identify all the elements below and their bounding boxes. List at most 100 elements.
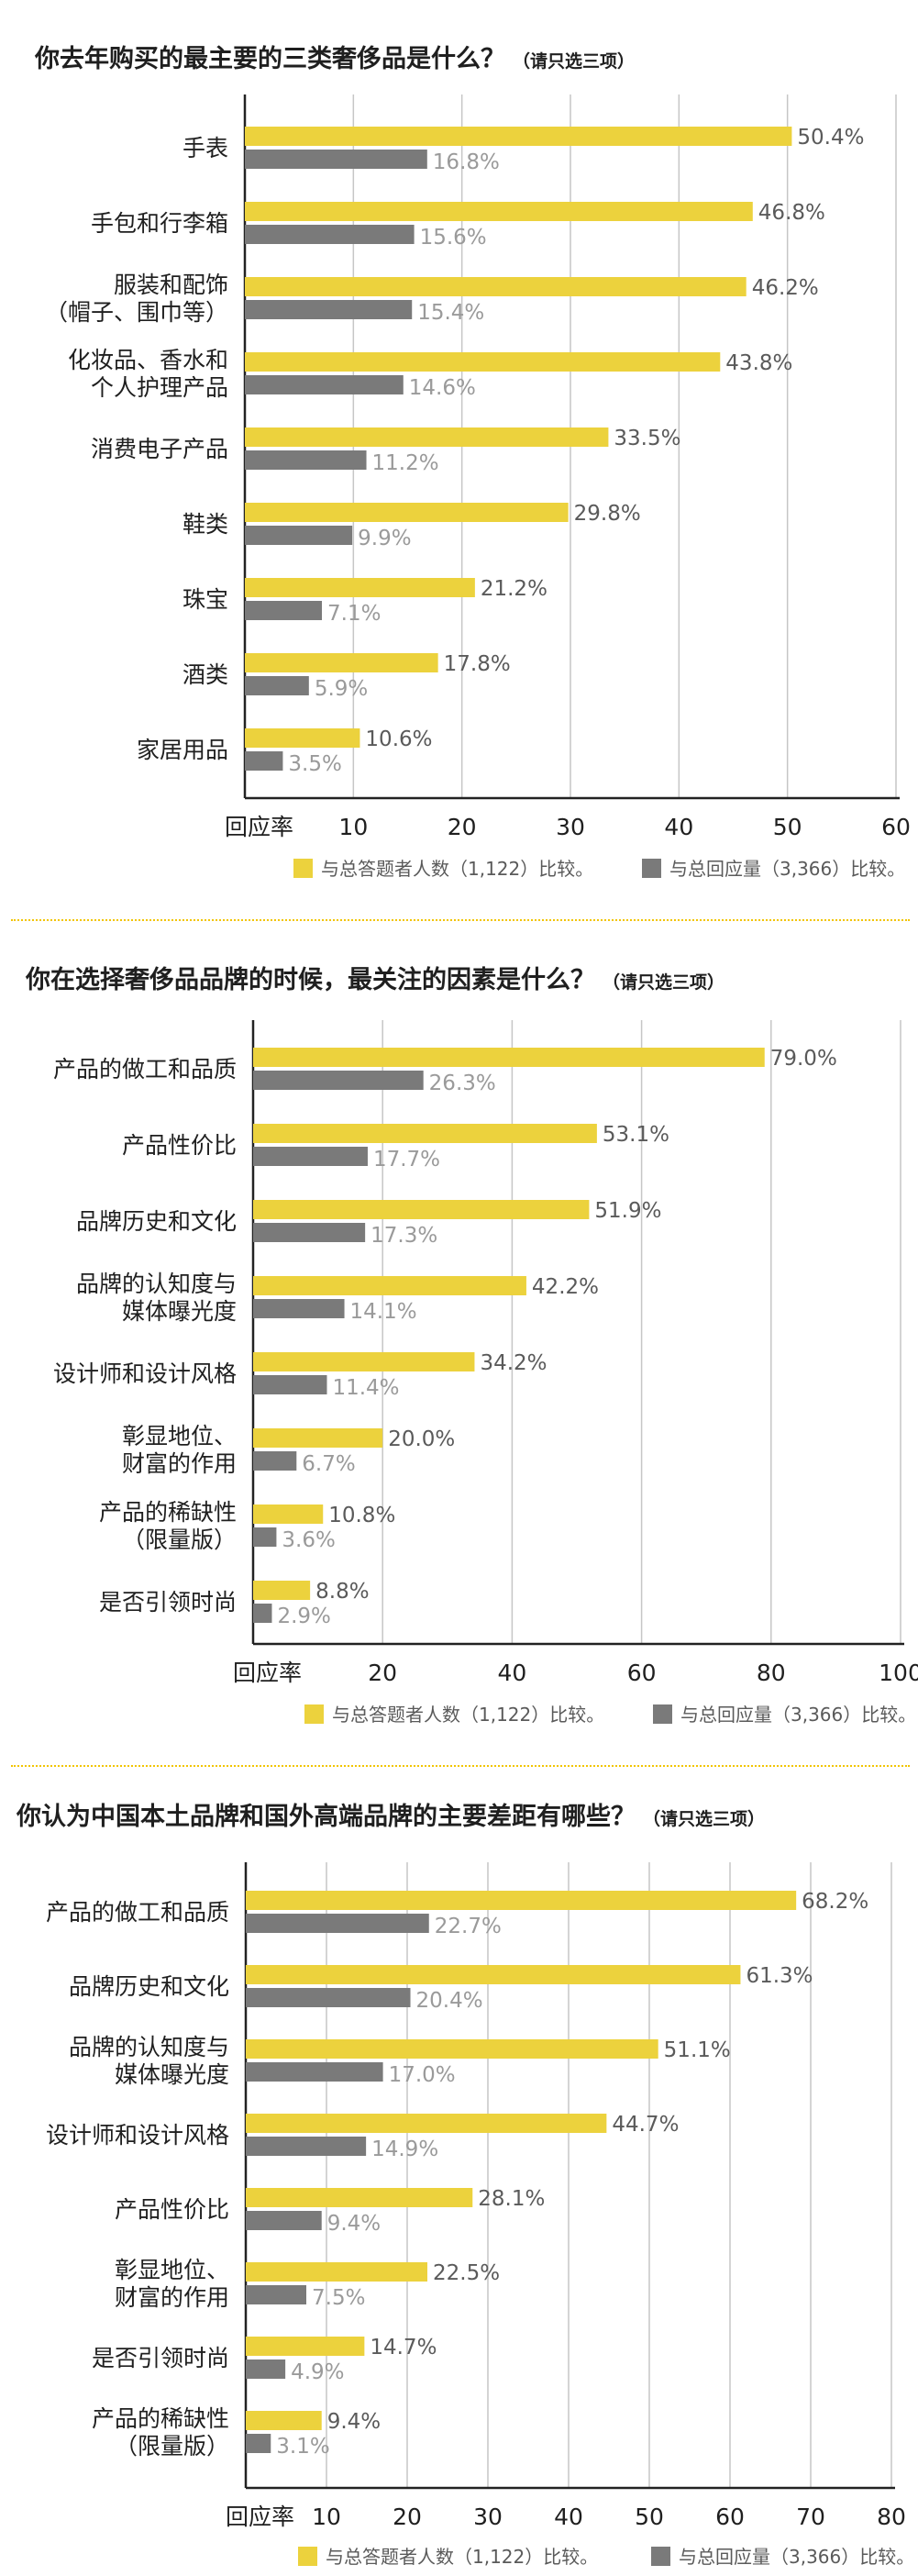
value-label-respondents: 29.8% xyxy=(574,502,641,526)
bar-responses xyxy=(253,1299,345,1318)
x-tick-label: 40 xyxy=(664,814,693,840)
bar-responses xyxy=(246,1988,411,2007)
bar-responses xyxy=(253,1604,272,1623)
category-label: 是否引领时尚 xyxy=(99,1589,237,1616)
value-label-responses: 9.4% xyxy=(327,2212,381,2236)
bar-respondents xyxy=(245,427,609,447)
legend-swatch xyxy=(653,1704,672,1724)
x-tick-label: 10 xyxy=(312,2504,341,2530)
value-label-respondents: 79.0% xyxy=(770,1047,837,1071)
bar-chart-1: 10 20 30 40 50 60 回应率 手表 50.4% 16.8% 手包和行李箱 46.8% 15… xyxy=(45,94,911,880)
bar-respondents xyxy=(253,1200,590,1219)
legend-label: 与总回应量（3,366）比较。 xyxy=(669,858,905,880)
x-tick-label: 20 xyxy=(368,1660,397,1686)
value-label-respondents: 61.3% xyxy=(746,1964,813,1988)
category-label: 个人护理产品 xyxy=(91,374,228,401)
value-label-respondents: 10.8% xyxy=(328,1504,395,1527)
bar-respondents xyxy=(245,728,360,748)
category-label: 酒类 xyxy=(182,661,228,688)
bar-respondents xyxy=(245,653,438,672)
legend-swatch xyxy=(293,859,313,878)
chart-panel-2: 你在选择奢侈品品牌的时候，最关注的因素是什么？ （请只选三项） 20 40 60 80 1… xyxy=(26,966,918,1726)
category-label: 品牌的认知度与 xyxy=(69,2034,229,2060)
value-label-responses: 17.0% xyxy=(389,2063,456,2087)
category-label: 手包和行李箱 xyxy=(91,210,228,237)
category-label: 财富的作用 xyxy=(115,2284,229,2311)
section-divider xyxy=(11,1765,910,1767)
legend-label: 与总答题者人数（1,122）比较。 xyxy=(326,2546,598,2568)
value-label-responses: 15.4% xyxy=(417,301,484,325)
value-label-responses: 9.9% xyxy=(358,527,411,550)
value-label-respondents: 51.9% xyxy=(594,1199,661,1223)
value-label-responses: 11.2% xyxy=(372,451,439,475)
chart-title-note: （请只选三项） xyxy=(603,972,725,993)
value-label-responses: 3.6% xyxy=(282,1528,335,1552)
bar-respondents xyxy=(246,2114,607,2133)
x-tick-label: 30 xyxy=(556,814,585,840)
value-label-responses: 3.1% xyxy=(276,2435,329,2459)
bar-respondents xyxy=(253,1352,475,1371)
x-tick-label: 10 xyxy=(338,814,368,840)
bar-respondents xyxy=(245,277,747,296)
bar-respondents xyxy=(246,2337,365,2356)
value-label-respondents: 68.2% xyxy=(802,1890,868,1914)
category-label: （帽子、围巾等） xyxy=(45,299,228,326)
bar-responses xyxy=(245,150,427,169)
value-label-responses: 14.1% xyxy=(350,1300,417,1324)
x-tick-label: 60 xyxy=(881,814,911,840)
value-label-responses: 17.3% xyxy=(371,1224,437,1248)
category-label: 服装和配饰 xyxy=(114,272,228,298)
value-label-responses: 4.9% xyxy=(291,2360,344,2384)
chart-panel-1: 你去年购买的最主要的三类奢侈品是什么？ （请只选三项） 10 20 30 40 50 60 回… xyxy=(0,0,918,917)
value-label-responses: 22.7% xyxy=(435,1915,502,1938)
category-label: 品牌历史和文化 xyxy=(69,1973,229,2000)
x-axis-title: 回应率 xyxy=(225,814,293,840)
value-label-responses: 15.6% xyxy=(420,226,487,250)
category-label: 产品性价比 xyxy=(122,1132,237,1159)
bar-responses xyxy=(245,225,415,244)
bar-respondents xyxy=(253,1276,526,1295)
bar-responses xyxy=(246,2211,322,2230)
value-label-responses: 6.7% xyxy=(302,1452,355,1476)
legend-swatch xyxy=(298,2547,317,2566)
value-label-respondents: 46.2% xyxy=(752,276,819,300)
bar-responses xyxy=(253,1451,297,1471)
bar-responses xyxy=(253,1071,424,1090)
x-tick-label: 80 xyxy=(757,1660,786,1686)
category-label: 品牌历史和文化 xyxy=(76,1208,237,1235)
bar-chart-2: 20 40 60 80 100 回应率 产品的做工和品质 79.0% 26.3% 产品性价比 53.… xyxy=(53,1020,918,1726)
bar-responses xyxy=(253,1223,366,1242)
bar-responses xyxy=(253,1147,368,1166)
legend-swatch xyxy=(304,1704,324,1724)
value-label-respondents: 10.6% xyxy=(365,727,432,751)
category-label: 媒体曝光度 xyxy=(115,2061,229,2088)
value-label-responses: 5.9% xyxy=(315,677,368,701)
category-label: 消费电子产品 xyxy=(91,436,228,462)
x-tick-label: 80 xyxy=(877,2504,906,2530)
value-label-responses: 7.1% xyxy=(327,602,381,626)
bar-responses xyxy=(246,2434,271,2453)
value-label-respondents: 50.4% xyxy=(797,126,864,150)
category-label: 彰显地位、 xyxy=(122,1423,237,1449)
bar-responses xyxy=(246,2285,306,2304)
category-label: 彰显地位、 xyxy=(115,2257,229,2283)
x-tick-label: 60 xyxy=(715,2504,745,2530)
bar-respondents xyxy=(245,127,792,146)
x-tick-label: 60 xyxy=(627,1660,657,1686)
x-tick-label: 50 xyxy=(773,814,802,840)
category-label: 产品性价比 xyxy=(115,2196,229,2223)
x-axis-title: 回应率 xyxy=(226,2504,294,2530)
category-label: 设计师和设计风格 xyxy=(46,2122,229,2149)
bar-respondents xyxy=(253,1124,597,1143)
x-tick-label: 70 xyxy=(796,2504,825,2530)
chart-title: 你去年购买的最主要的三类奢侈品是什么？ （请只选三项） xyxy=(35,45,636,73)
value-label-respondents: 33.5% xyxy=(614,427,680,450)
value-label-respondents: 9.4% xyxy=(327,2410,381,2434)
legend-label: 与总答题者人数（1,122）比较。 xyxy=(332,1704,604,1726)
bar-responses xyxy=(253,1527,277,1547)
bar-respondents xyxy=(253,1428,383,1448)
x-tick-label: 100 xyxy=(879,1660,918,1686)
x-tick-label: 20 xyxy=(393,2504,422,2530)
value-label-respondents: 21.2% xyxy=(481,577,547,601)
legend-label: 与总答题者人数（1,122）比较。 xyxy=(321,858,593,880)
